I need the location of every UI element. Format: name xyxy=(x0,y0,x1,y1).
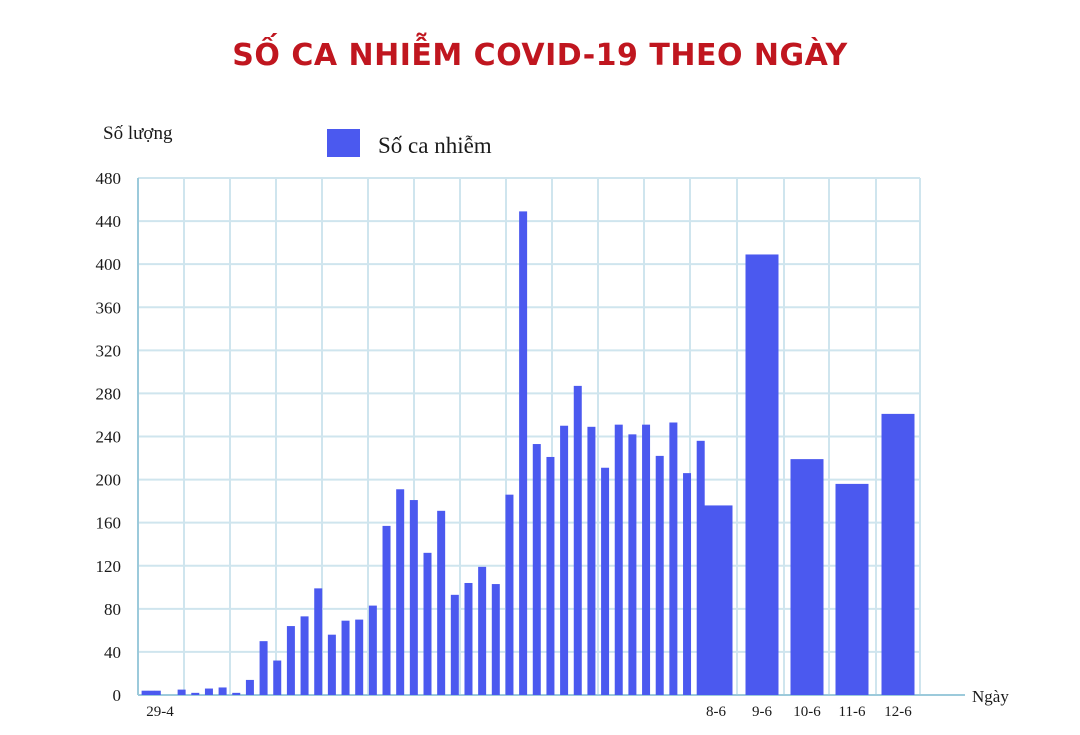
y-tick-label: 160 xyxy=(96,514,122,533)
bar xyxy=(519,211,528,695)
y-tick-label: 120 xyxy=(96,557,122,576)
legend-swatch xyxy=(327,129,360,157)
y-tick-label: 0 xyxy=(113,686,122,705)
bar xyxy=(587,426,596,695)
y-tick-label: 240 xyxy=(96,428,122,447)
x-tick-label: 11-6 xyxy=(839,704,866,720)
y-ticks: 0 40 80 120 160 200 240 280 320 360 400 440 480 xyxy=(96,169,122,705)
bar xyxy=(204,688,213,695)
y-tick-label: 200 xyxy=(96,471,122,490)
x-tick-label: 29-4 xyxy=(146,704,174,720)
bar xyxy=(491,584,500,695)
bar xyxy=(505,494,514,695)
y-tick-label: 320 xyxy=(96,341,122,360)
legend: Số ca nhiễm xyxy=(327,129,492,158)
bar xyxy=(396,489,405,695)
bar xyxy=(259,641,268,695)
bar xyxy=(790,459,824,695)
bar xyxy=(628,434,637,695)
bar xyxy=(573,385,582,695)
y-tick-label: 440 xyxy=(96,212,122,231)
bar xyxy=(614,424,623,695)
bar xyxy=(745,254,779,695)
bar xyxy=(881,413,915,695)
bar xyxy=(245,679,254,695)
bar xyxy=(368,605,377,695)
x-tick-label: 12-6 xyxy=(884,704,912,720)
bar xyxy=(532,444,541,695)
bar xyxy=(341,620,350,695)
bar xyxy=(835,483,869,695)
bar xyxy=(478,566,487,695)
bar xyxy=(314,588,323,695)
x-ticks: 29-4 8-6 9-6 10-6 11-6 12-6 xyxy=(146,704,912,720)
bar xyxy=(355,619,364,695)
bar xyxy=(232,692,241,695)
bar xyxy=(450,594,459,695)
bar xyxy=(409,500,418,695)
bar xyxy=(327,634,336,695)
bar xyxy=(683,473,692,695)
legend-label: Số ca nhiễm xyxy=(378,133,492,158)
x-tick-label: 10-6 xyxy=(793,704,821,720)
bar xyxy=(273,660,282,695)
y-tick-label: 280 xyxy=(96,384,122,403)
y-tick-label: 360 xyxy=(96,298,122,317)
bar xyxy=(437,510,446,695)
bar xyxy=(546,456,555,695)
bar xyxy=(286,626,295,695)
bar xyxy=(699,505,733,695)
x-tick-label: 8-6 xyxy=(706,704,726,720)
y-tick-label: 480 xyxy=(96,169,122,188)
bar xyxy=(560,425,569,695)
chart-title: SỐ CA NHIỄM COVID-19 THEO NGÀY xyxy=(232,38,848,73)
y-tick-label: 40 xyxy=(104,643,121,662)
grid-layer xyxy=(137,177,965,696)
y-axis-label: Số lượng xyxy=(103,123,173,144)
bar xyxy=(147,690,155,695)
bar xyxy=(191,692,200,695)
bar xyxy=(423,552,432,695)
bar xyxy=(669,422,678,695)
bar xyxy=(655,455,664,695)
bars-layer xyxy=(141,211,915,695)
bar xyxy=(141,690,149,695)
bar xyxy=(154,690,161,695)
y-tick-label: 400 xyxy=(96,255,122,274)
bar xyxy=(177,689,186,695)
x-tick-label: 9-6 xyxy=(752,704,772,720)
bar xyxy=(601,467,610,695)
bar xyxy=(464,582,473,695)
y-tick-label: 80 xyxy=(104,600,121,619)
bar xyxy=(382,525,391,695)
x-axis-label: Ngày xyxy=(972,687,1009,706)
bar xyxy=(218,687,227,695)
bar xyxy=(300,616,309,695)
bar xyxy=(642,424,651,695)
